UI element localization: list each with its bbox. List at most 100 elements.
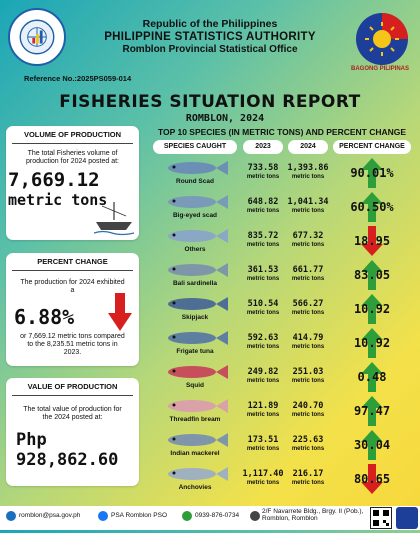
- page-subtitle: ROMBLON, 2024: [185, 113, 265, 124]
- volume-text: The total Fisheries volume of production…: [25, 150, 119, 166]
- percent-text: The production for 2024 exhibited a: [20, 279, 125, 295]
- down-arrow-icon: [361, 464, 383, 494]
- value-2023: 648.82 metric tons: [246, 197, 280, 214]
- species-name: Others: [184, 246, 206, 253]
- fish-icon: [160, 158, 230, 178]
- percent-change: 10.92: [353, 302, 391, 316]
- fish-icon: [160, 362, 230, 382]
- value-amount: 928,862.60: [16, 450, 119, 471]
- value-2024: 677.32 metric tons: [291, 231, 325, 248]
- value-2023: 121.89 metric tons: [246, 401, 280, 418]
- bagong-pilipinas-badge-icon: [396, 507, 418, 529]
- fish-icon: [160, 260, 230, 280]
- up-arrow-icon: [361, 192, 383, 222]
- header-2023: 2023: [243, 140, 283, 154]
- species-name: Squid: [185, 382, 205, 389]
- fishing-boat-icon: [93, 202, 135, 236]
- table-title: TOP 10 SPECIES (IN METRIC TONS) AND PERC…: [157, 127, 407, 137]
- footer: [0, 506, 420, 530]
- email-icon: [6, 511, 16, 521]
- up-arrow-icon: [361, 294, 383, 324]
- fish-icon: [160, 328, 230, 348]
- percent-note: or 7,669.12 metric tons compared to the …: [20, 333, 125, 357]
- volume-heading: VOLUME OF PRODUCTION: [12, 126, 133, 144]
- up-arrow-icon: [361, 328, 383, 358]
- percent-change: 90.01%: [350, 166, 394, 180]
- header-species: SPECIES CAUGHT: [153, 140, 237, 154]
- location-icon: [250, 511, 260, 521]
- others-icon: [160, 226, 230, 246]
- species-name: Threadfin bream: [169, 416, 221, 423]
- down-arrow-icon: [361, 226, 383, 256]
- fish-icon: [160, 464, 230, 484]
- volume-card: VOLUME OF PRODUCTION The total Fisheries…: [6, 126, 139, 240]
- value-heading: VALUE OF PRODUCTION: [12, 378, 133, 396]
- species-name: Big-eyed scad: [172, 212, 218, 219]
- value-2023: 173.51 metric tons: [246, 435, 280, 452]
- percent-change: 80.65: [353, 472, 391, 486]
- value-2024: 661.77 metric tons: [291, 265, 325, 282]
- header-office: Romblon Provincial Statistical Office: [122, 44, 298, 55]
- value-2024: 566.27 metric tons: [291, 299, 325, 316]
- psa-logo: [8, 8, 66, 66]
- value-2024: 1,393.86 metric tons: [287, 163, 329, 180]
- up-arrow-icon: [361, 430, 383, 460]
- fish-icon: [160, 294, 230, 314]
- up-arrow-icon: [361, 260, 383, 290]
- value-2024: 414.79 metric tons: [291, 333, 325, 350]
- volume-value: 7,669.12: [8, 169, 100, 192]
- fish-icon: [160, 396, 230, 416]
- value-2024: 240.70 metric tons: [291, 401, 325, 418]
- value-2023: 510.54 metric tons: [246, 299, 280, 316]
- up-arrow-icon: [361, 396, 383, 426]
- header-2024: 2024: [288, 140, 328, 154]
- species-name: Frigate tuna: [176, 348, 214, 355]
- value-2023: 249.82 metric tons: [246, 367, 280, 384]
- value-2024: 225.63 metric tons: [291, 435, 325, 452]
- value-2024: 1,041.34 metric tons: [287, 197, 329, 214]
- page-title: FISHERIES SITUATION REPORT: [59, 92, 361, 112]
- footer-address: 2/F Navarrete Bldg., Brgy. II (Pob.), Ro…: [262, 508, 364, 523]
- species-name: Bali sardinella: [172, 280, 218, 287]
- header-percent-change: PERCENT CHANGE: [333, 140, 411, 154]
- up-arrow-icon: [361, 158, 383, 188]
- value-2023: 733.58 metric tons: [246, 163, 280, 180]
- value-2024: 216.17 metric tons: [291, 469, 325, 486]
- footer-email[interactable]: romblon@psa.gov.ph: [19, 512, 81, 519]
- value-2023: 1,117.40 metric tons: [242, 469, 284, 486]
- down-arrow-icon: [108, 293, 132, 331]
- volume-unit: metric tons: [8, 191, 108, 210]
- bagong-pilipinas-label: BAGONG PILIPINAS: [350, 66, 409, 72]
- percent-value: 6.88%: [14, 305, 75, 330]
- value-2023: 835.72 metric tons: [246, 231, 280, 248]
- value-text: The total value of production for the 20…: [23, 406, 122, 422]
- percent-change: 0.48: [357, 370, 387, 384]
- phone-icon: [182, 511, 192, 521]
- species-name: Anchovies: [178, 484, 212, 491]
- percent-change: 18.95: [353, 234, 391, 248]
- fish-icon: [160, 192, 230, 212]
- species-name: Round Scad: [176, 178, 214, 185]
- bagong-pilipinas-logo: [352, 10, 412, 68]
- footer-phone: 0939-876-0734: [195, 512, 240, 519]
- percent-card: PERCENT CHANGE The production for 2024 e…: [6, 253, 139, 366]
- header-agency: PHILIPPINE STATISTICS AUTHORITY: [104, 31, 316, 43]
- percent-change: 97.47: [353, 404, 391, 418]
- reference-number: Reference No.:2025PS059-014: [24, 74, 132, 83]
- percent-change: 60.50%: [350, 200, 394, 214]
- species-name: Indian mackerel: [170, 450, 220, 457]
- value-currency: Php: [16, 430, 47, 451]
- fish-icon: [160, 430, 230, 450]
- footer-facebook[interactable]: PSA Romblon PSO: [111, 512, 167, 519]
- percent-change: 10.92: [353, 336, 391, 350]
- facebook-icon: [98, 511, 108, 521]
- percent-heading: PERCENT CHANGE: [12, 253, 133, 271]
- percent-change: 30.04: [353, 438, 391, 452]
- value-2023: 361.53 metric tons: [246, 265, 280, 282]
- value-2024: 251.03 metric tons: [291, 367, 325, 384]
- up-arrow-icon: [361, 362, 383, 392]
- qr-code-icon: [370, 507, 392, 529]
- species-name: Skipjack: [181, 314, 209, 321]
- percent-change: 83.05: [353, 268, 391, 282]
- value-card: VALUE OF PRODUCTION The total value of p…: [6, 378, 139, 486]
